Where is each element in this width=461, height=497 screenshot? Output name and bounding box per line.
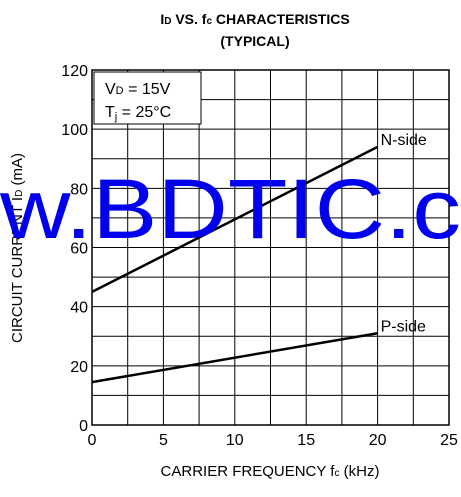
conditions-box bbox=[93, 71, 202, 125]
condition-tj-value: = 25°C bbox=[117, 104, 171, 121]
condition-tj-sub: j bbox=[114, 111, 117, 123]
y-tick-label: 100 bbox=[61, 122, 88, 139]
title-mid: VS. f bbox=[171, 11, 206, 27]
y-tick-label: 120 bbox=[61, 63, 88, 80]
condition-vd: VD = 15V bbox=[105, 81, 171, 98]
series-group: N-side P-side bbox=[91, 132, 427, 384]
condition-tj-main: T bbox=[105, 104, 115, 121]
x-tick-label: 20 bbox=[369, 432, 387, 449]
x-axis-label: CARRIER FREQUENCY fc (kHz) bbox=[161, 463, 380, 480]
x-label-end: (kHz) bbox=[339, 463, 379, 480]
y-tick-label: 80 bbox=[70, 181, 88, 198]
grid bbox=[92, 70, 449, 425]
x-tick-label: 0 bbox=[88, 432, 97, 449]
title-end: CHARACTERISTICS bbox=[212, 11, 350, 27]
chart-title-line2: (TYPICAL) bbox=[220, 33, 289, 49]
y-tick-label: 20 bbox=[70, 359, 88, 376]
series-label-p-side: P-side bbox=[381, 318, 426, 335]
series-line-n-side bbox=[91, 145, 379, 293]
title-fc-sub: c bbox=[206, 16, 212, 27]
watermark-text: w.BDTIC.c bbox=[0, 162, 461, 256]
x-tick-label: 15 bbox=[297, 432, 315, 449]
y-label-main: CIRCUIT CURRENT I bbox=[9, 197, 26, 343]
condition-vd-value: = 15V bbox=[124, 81, 171, 98]
x-tick-label: 25 bbox=[440, 432, 458, 449]
condition-vd-sub: D bbox=[116, 85, 124, 97]
y-label-end: (mA) bbox=[9, 153, 26, 190]
tick-labels: 0 5 10 15 20 25 0 20 40 60 80 100 120 bbox=[61, 63, 458, 449]
y-label-sub: D bbox=[14, 190, 25, 197]
chart-title-line1: ID VS. fc CHARACTERISTICS bbox=[160, 11, 349, 27]
x-tick-label: 10 bbox=[226, 432, 244, 449]
y-tick-label: 60 bbox=[70, 241, 88, 258]
y-axis-label: CIRCUIT CURRENT ID (mA) bbox=[9, 153, 26, 343]
x-label-main: CARRIER FREQUENCY f bbox=[161, 463, 336, 480]
x-tick-label: 5 bbox=[159, 432, 168, 449]
series-line-p-side bbox=[91, 332, 378, 384]
title-id-main: I bbox=[160, 11, 164, 27]
series-label-n-side: N-side bbox=[381, 132, 427, 149]
plot-frame bbox=[91, 69, 450, 426]
x-label-sub: c bbox=[334, 468, 339, 479]
y-tick-label: 0 bbox=[79, 418, 88, 435]
condition-vd-main: V bbox=[105, 81, 116, 98]
title-id-sub: D bbox=[164, 16, 171, 27]
y-tick-label: 40 bbox=[70, 300, 88, 317]
condition-tj: Tj = 25°C bbox=[105, 104, 171, 123]
